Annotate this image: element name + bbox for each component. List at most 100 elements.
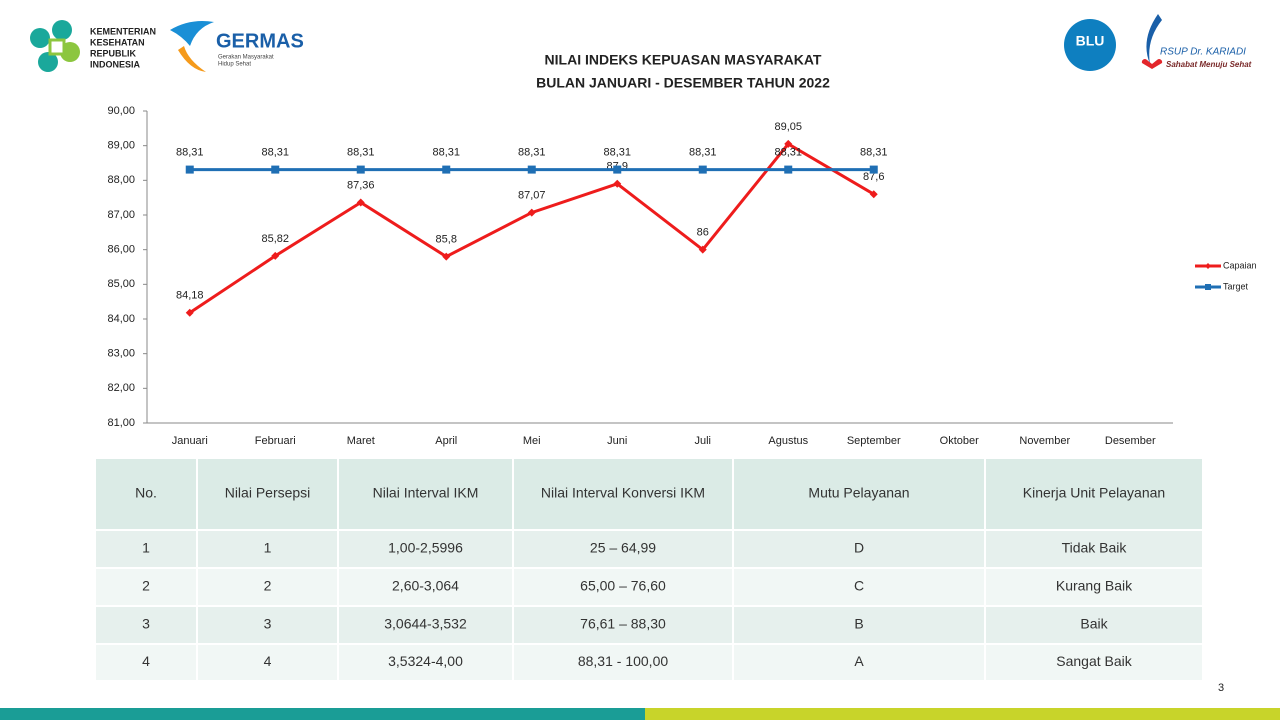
x-tick-label: Februari [255, 435, 296, 447]
table-cell [732, 529, 986, 569]
y-tick-label: 89,00 [107, 140, 135, 152]
x-tick-label: Oktober [940, 435, 979, 447]
table-header-text: Nilai Interval IKM [373, 485, 479, 501]
data-label: 88,31 [176, 146, 204, 158]
logo-text: BLU [1076, 33, 1105, 49]
marker [869, 165, 878, 174]
table-cell [196, 529, 339, 569]
x-tick-label: Mei [523, 435, 541, 447]
marker [527, 165, 536, 174]
x-tick-label: November [1019, 435, 1070, 447]
y-tick-label: 83,00 [107, 348, 135, 360]
data-label: 88,31 [432, 146, 460, 158]
y-tick-label: 84,00 [107, 313, 135, 325]
table-header-cell [732, 457, 986, 531]
germas-icon [178, 46, 206, 72]
marker [613, 179, 622, 188]
marker [784, 165, 793, 174]
table-cell [94, 567, 198, 607]
logo-text: Gerakan Masyarakat [218, 55, 274, 61]
data-label: 87,07 [518, 189, 546, 201]
table-cell-text: D [854, 540, 864, 556]
marker [869, 190, 878, 199]
marker [185, 308, 194, 317]
y-tick-label: 90,00 [107, 105, 135, 117]
table-cell [337, 605, 514, 645]
marker [698, 165, 707, 174]
logo-text: RSUP Dr. KARIADI [1160, 47, 1246, 58]
y-tick-label: 88,00 [107, 174, 135, 186]
table-cell [337, 643, 514, 682]
table-cell-text: C [854, 578, 864, 594]
footer-bar [0, 708, 645, 720]
table-cell-text: 88,31 - 100,00 [578, 653, 669, 669]
table-cell-text: 4 [264, 653, 272, 669]
table-cell [512, 529, 734, 569]
y-tick-label: 85,00 [107, 278, 135, 290]
table-cell [984, 529, 1204, 569]
table-cell-text: 76,61 – 88,30 [580, 616, 666, 632]
marker [613, 165, 622, 174]
y-tick-label: 87,00 [107, 209, 135, 221]
marker [527, 208, 536, 217]
table-cell-text: 65,00 – 76,60 [580, 578, 666, 594]
logo-text: INDONESIA [90, 59, 141, 69]
data-label: 85,82 [261, 233, 289, 245]
data-label: 88,31 [261, 146, 289, 158]
table-cell [984, 567, 1204, 607]
table-cell-text: Baik [1080, 616, 1108, 632]
table-cell-text: 4 [142, 653, 150, 669]
table-cell-text: 1 [264, 540, 272, 556]
logo-text: KESEHATAN [90, 37, 145, 47]
table-header-text: Kinerja Unit Pelayanan [1023, 485, 1165, 501]
logo-text: Sahabat Menuju Sehat [1166, 60, 1252, 69]
table-cell-text: 3,5324-4,00 [388, 653, 463, 669]
x-tick-label: Desember [1105, 435, 1156, 447]
table-header-cell [984, 457, 1204, 531]
x-tick-label: Januari [172, 435, 208, 447]
legend-label: Target [1223, 281, 1249, 291]
x-tick-label: April [435, 435, 457, 447]
table-cell-text: 1 [142, 540, 150, 556]
table-cell [512, 605, 734, 645]
kemenkes-logo [30, 20, 80, 72]
table-header-text: Nilai Interval Konversi IKM [541, 485, 705, 501]
data-label: 88,31 [603, 146, 631, 158]
table-cell [512, 643, 734, 682]
data-label: 87,6 [863, 171, 884, 183]
x-tick-label: Juli [694, 435, 711, 447]
data-label: 88,31 [774, 146, 802, 158]
footer-bar [645, 708, 1280, 720]
data-label: 89,05 [774, 121, 802, 133]
table-cell-text: 3 [142, 616, 150, 632]
table-cell-text: 25 – 64,99 [590, 540, 656, 556]
y-tick-label: 82,00 [107, 382, 135, 394]
table-cell-text: Tidak Baik [1062, 540, 1128, 556]
legend-marker [1205, 284, 1211, 290]
germas-icon [170, 21, 214, 46]
table-cell-text: 2 [264, 578, 272, 594]
table-cell-text: A [854, 653, 864, 669]
data-label: 88,31 [347, 146, 375, 158]
x-tick-label: September [847, 435, 901, 447]
x-tick-label: Maret [347, 435, 375, 447]
table-header-cell [94, 457, 198, 531]
table-header-text: Nilai Persepsi [225, 485, 311, 501]
table-cell [196, 567, 339, 607]
table-cell [984, 643, 1204, 682]
data-label: 85,8 [436, 234, 457, 246]
table-cell-text: 3 [264, 616, 272, 632]
table-header-text: No. [135, 485, 157, 501]
table-cell-text: Sangat Baik [1056, 653, 1132, 669]
page-number: 3 [1218, 682, 1224, 694]
table-cell [94, 529, 198, 569]
marker [356, 198, 365, 207]
marker [698, 245, 707, 254]
rsup-icon [1146, 14, 1162, 64]
marker [784, 139, 793, 148]
logo-text: GERMAS [216, 30, 304, 52]
table-cell-text: B [854, 616, 863, 632]
marker [185, 165, 194, 174]
